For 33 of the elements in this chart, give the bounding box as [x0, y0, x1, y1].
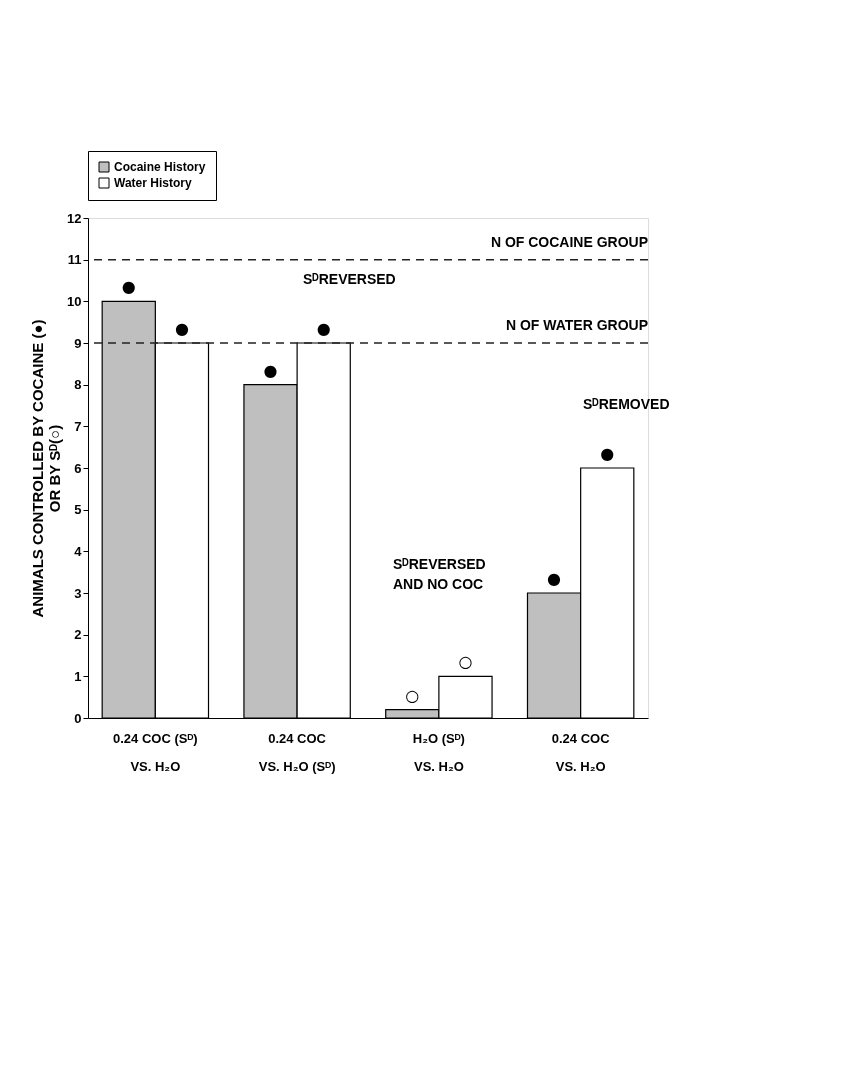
- annotation: SᴰREVERSED: [303, 271, 396, 287]
- y-tick-label: 6: [74, 460, 82, 476]
- ref-line-label: N OF WATER GROUP: [505, 317, 648, 333]
- x-tick-label: H₂O (Sᴰ) VS. H₂O: [412, 730, 465, 774]
- y-tick-label: 5: [74, 502, 82, 518]
- data-label: ○: [405, 685, 420, 705]
- data-label: ●: [263, 360, 278, 380]
- y-tick-label: 12: [67, 210, 82, 226]
- y-tick-label: 0: [74, 710, 82, 726]
- x-tick-label: 0.24 COC (Sᴰ) VS. H₂O: [113, 730, 198, 774]
- y-tick-label: 3: [74, 585, 82, 601]
- data-label: ●: [121, 277, 136, 297]
- y-tick-label: 9: [74, 335, 82, 351]
- y-tick-label: 2: [74, 627, 82, 643]
- legend-label: Cocaine History: [114, 160, 206, 174]
- x-tick-label: 0.24 COC VS. H₂O: [551, 730, 611, 774]
- y-tick-label: 11: [67, 252, 82, 268]
- data-label: ●: [174, 319, 189, 338]
- ref-line-label: N OF COCAINE GROUP: [490, 233, 648, 250]
- y-tick-label: 1: [74, 668, 82, 684]
- y-tick-label: 7: [74, 418, 82, 434]
- y-tick-label: 4: [74, 543, 83, 559]
- data-label: ●: [316, 319, 331, 338]
- annotation: SᴰREVERSED AND NO COC: [393, 556, 486, 592]
- data-label: ●: [547, 569, 562, 588]
- data-label: ○: [458, 652, 473, 672]
- y-tick-label: 8: [74, 377, 82, 393]
- data-label: ●: [600, 444, 615, 463]
- legend-label: Water History: [114, 176, 192, 190]
- x-tick-label: 0.24 COC VS. H₂O (Sᴰ): [258, 730, 336, 774]
- annotation: SᴰREMOVED: [583, 396, 670, 412]
- y-axis-title: ANIMALS CONTROLLED BY COCAINE (●) OR BY Sᴰ(○): [29, 319, 64, 618]
- y-tick-label: 10: [67, 293, 82, 309]
